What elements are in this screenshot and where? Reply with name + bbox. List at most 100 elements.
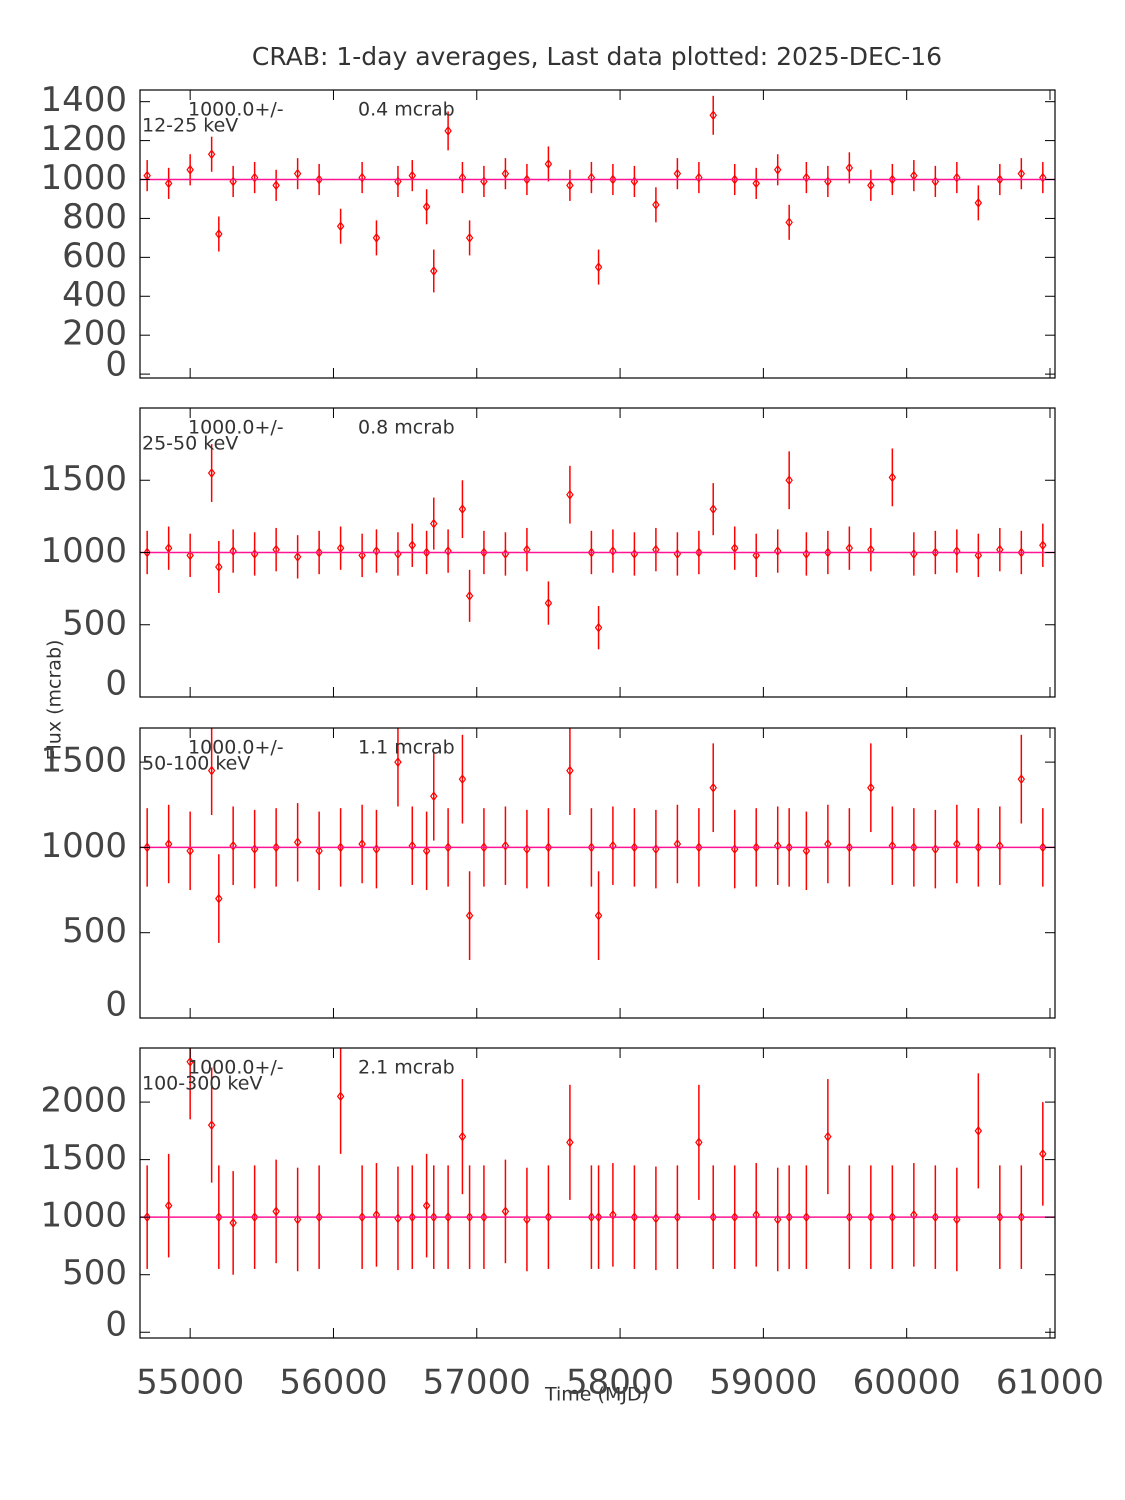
x-axis-label: Time (MJD): [544, 1384, 649, 1406]
data-point: [695, 172, 703, 183]
data-point: [272, 1206, 280, 1217]
y-tick-label: 600: [62, 236, 127, 276]
mean-error-label: 0.8 mcrab: [358, 417, 455, 439]
chart-title: CRAB: 1-day averages, Last data plotted:…: [252, 42, 942, 71]
data-point: [358, 172, 366, 183]
plot-frame: [139, 89, 1056, 379]
data-point: [215, 561, 223, 572]
data-point: [408, 840, 417, 851]
data-point: [215, 893, 223, 904]
y-tick-label: 0: [105, 345, 127, 385]
data-point: [609, 174, 617, 185]
data-point: [430, 518, 438, 529]
data-point: [695, 842, 703, 853]
data-point: [458, 1131, 467, 1142]
data-point: [773, 546, 782, 557]
data-point: [609, 546, 617, 557]
x-tick-label: 58000: [566, 1363, 674, 1403]
y-tick-label: 2000: [40, 1081, 127, 1121]
data-point: [458, 504, 467, 515]
data-point: [996, 840, 1004, 851]
data-point: [336, 1091, 345, 1102]
y-tick-label: 1000: [40, 1196, 127, 1236]
data-point: [501, 840, 510, 851]
data-point: [652, 544, 660, 555]
data-point: [752, 550, 760, 561]
data-point: [372, 232, 381, 243]
data-point: [845, 1212, 854, 1223]
data-point: [910, 1209, 918, 1220]
data-point: [845, 162, 854, 173]
data-point: [293, 1214, 302, 1225]
data-point: [867, 1212, 875, 1223]
data-point: [523, 1214, 531, 1225]
data-point: [408, 540, 417, 551]
data-point: [867, 180, 875, 191]
y-tick-label: 1500: [40, 1138, 127, 1178]
y-tick-label: 1400: [40, 80, 127, 120]
mean-label: 1000.0+/-: [188, 417, 284, 439]
mean-error-label: 2.1 mcrab: [358, 1057, 455, 1079]
data-point: [272, 180, 280, 191]
y-tick-label: 1000: [40, 531, 127, 571]
x-tick-label: 61000: [996, 1363, 1104, 1403]
data-point: [709, 110, 717, 121]
data-point: [372, 546, 381, 557]
band-label: 100-300 keV: [142, 1073, 262, 1095]
data-point: [523, 174, 531, 185]
data-point: [974, 197, 983, 208]
data-point: [888, 1212, 897, 1223]
data-point: [544, 598, 553, 609]
data-point: [444, 1212, 452, 1223]
data-point: [931, 1212, 940, 1223]
data-point: [358, 1212, 366, 1223]
data-point: [465, 1212, 474, 1223]
mean-label: 1000.0+/-: [188, 1057, 284, 1079]
data-point: [594, 1212, 603, 1223]
data-point: [630, 1212, 639, 1223]
data-point: [315, 845, 323, 856]
y-tick-label: 1000: [40, 158, 127, 198]
data-point: [910, 842, 918, 853]
data-point: [587, 172, 596, 183]
data-point: [1017, 168, 1026, 179]
data-point: [802, 845, 811, 856]
x-tick-label: 55000: [136, 1363, 244, 1403]
y-tick-label: 500: [62, 1253, 127, 1293]
data-point: [996, 1212, 1004, 1223]
data-point: [1017, 774, 1026, 785]
data-point: [824, 547, 832, 558]
data-point: [594, 910, 603, 921]
data-point: [1017, 1212, 1026, 1223]
data-point: [652, 199, 660, 210]
data-point: [974, 1125, 983, 1136]
band-label: 50-100 keV: [142, 753, 250, 775]
data-point: [1017, 547, 1026, 558]
data-point: [1039, 540, 1047, 551]
data-point: [996, 544, 1004, 555]
data-point: [594, 622, 603, 633]
data-point: [458, 774, 467, 785]
data-point: [953, 1214, 961, 1225]
data-point: [501, 168, 510, 179]
data-point: [587, 1212, 596, 1223]
y-tick-label: 200: [62, 314, 127, 354]
data-point: [465, 910, 474, 921]
data-point: [566, 180, 574, 191]
mean-label: 1000.0+/-: [188, 737, 284, 759]
y-tick-label: 1500: [40, 459, 127, 499]
mean-error-label: 1.1 mcrab: [358, 737, 455, 759]
data-point: [480, 842, 488, 853]
data-point: [422, 547, 431, 558]
data-point: [544, 842, 553, 853]
data-point: [845, 842, 854, 853]
data-point: [293, 837, 302, 848]
data-point: [785, 842, 793, 853]
data-point: [444, 842, 452, 853]
data-point: [974, 550, 983, 561]
data-point: [773, 1214, 782, 1225]
y-axis-label: Flux (mcrab): [44, 640, 66, 761]
data-point: [773, 164, 782, 175]
data-point: [336, 221, 345, 232]
